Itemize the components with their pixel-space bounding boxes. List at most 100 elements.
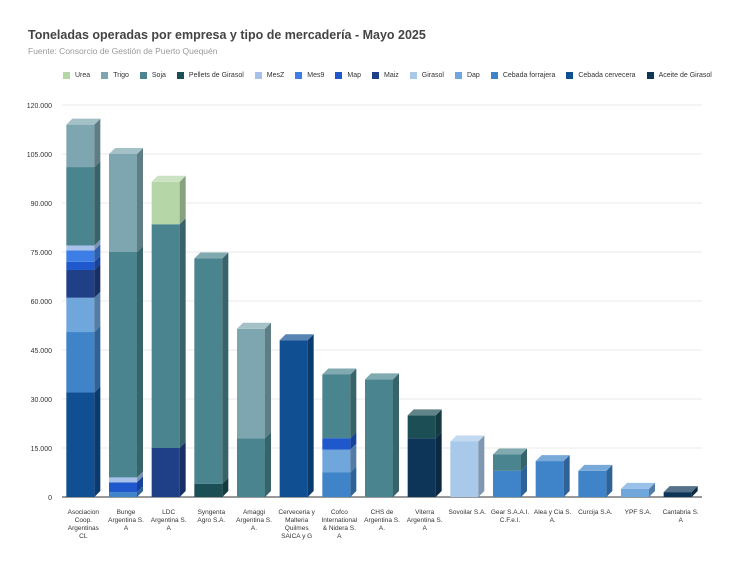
bar-segment [535, 455, 570, 497]
legend-swatch [101, 72, 109, 79]
legend-label: Cebada forrajera [502, 72, 556, 79]
bar-side [94, 161, 101, 246]
legend-item-mes9: Mes9 [295, 72, 324, 79]
legend-label: Dap [466, 72, 480, 79]
bar-segment [151, 442, 186, 497]
x-tick-label: Gear S.A.A.I. C.F.e.I. [491, 509, 529, 524]
bar-face [237, 438, 265, 497]
bar-top [450, 435, 485, 442]
bar-face [322, 472, 351, 497]
bar-side [606, 464, 613, 497]
bar-side [222, 252, 229, 484]
y-tick-label: 15.000 [31, 446, 53, 453]
x-tick-label: CHS de Argentina S. A. [364, 509, 400, 532]
bar-side [179, 442, 186, 497]
bar-segment [407, 409, 442, 439]
bar-top [322, 368, 357, 375]
bar-top [151, 175, 186, 182]
bar-segment [578, 464, 613, 497]
legend-label: Soja [151, 72, 166, 79]
bar-segment [493, 464, 527, 497]
bar-side [307, 334, 314, 497]
bar-face [237, 328, 265, 439]
legend-swatch [254, 72, 262, 79]
bar-side [94, 326, 101, 393]
bar-top [66, 118, 101, 125]
bar-side [94, 118, 101, 168]
bar-side [691, 486, 698, 497]
bar-top [109, 148, 143, 154]
x-tick-label: Amaggi Argentina S. A. [236, 509, 272, 532]
bar-face [578, 470, 607, 497]
y-tick-label: 30.000 [31, 397, 53, 404]
legend-label: Cebada cervecera [578, 72, 636, 79]
bar-side [350, 432, 357, 450]
bar-face [493, 470, 521, 497]
bar-segment [66, 255, 101, 270]
legend-swatch [63, 72, 70, 79]
bar-segment [194, 252, 229, 484]
legend-swatch [454, 72, 462, 79]
bar-segment [322, 443, 357, 473]
legend-label: Pellets de Girasol [188, 72, 244, 79]
legend-item-urea: Urea [63, 72, 90, 79]
legend-item-dap: Dap [454, 72, 480, 79]
bar-side [521, 464, 527, 497]
bar-segment [237, 322, 271, 439]
legend-item-maiz: Maiz [372, 72, 399, 79]
x-tick-label: Cerveceria y Malteria Quilmes SAICA y G [278, 509, 315, 540]
bar-segment [493, 448, 527, 471]
bar-face [279, 340, 308, 497]
y-tick-label: 120.000 [27, 103, 52, 110]
x-tick-label: Asociacion Coop. Argentinas CL [68, 509, 100, 540]
bar-side [137, 486, 143, 497]
legend: Urea Trigo Soja Pellets de Girasol MesZ Mes9 M… [63, 72, 723, 79]
bar-face [151, 181, 180, 225]
bar-face [663, 492, 692, 497]
x-tick-label: Sovoilar S.A. [449, 509, 487, 516]
legend-item-cebada-forrajera: Cebada forrajera [490, 72, 556, 79]
legend-swatch [335, 72, 343, 79]
bar-face [493, 454, 521, 471]
bar-top [578, 464, 613, 471]
legend-label: Trigo [113, 72, 129, 79]
bar-segment [322, 466, 357, 497]
bar-segment [621, 482, 655, 497]
bar-side [94, 386, 101, 497]
bar-side [521, 448, 527, 471]
bar-side [265, 322, 271, 439]
legend-item-map: Map [335, 72, 361, 79]
legend-item-soja: Soja [139, 72, 166, 79]
y-tick-label: 75.000 [31, 250, 53, 257]
bar-top [663, 486, 698, 493]
bar-face [407, 438, 436, 497]
bar-face [66, 269, 95, 298]
x-tick-label: Syngenta Agro S.A. [197, 509, 225, 524]
bar-top [493, 448, 527, 455]
bar-side [94, 255, 101, 270]
bar-face [109, 154, 137, 252]
x-tick-label: Bunge Argentina S. A [108, 509, 144, 532]
bar-side [137, 471, 143, 483]
legend-swatch [139, 72, 147, 79]
legend-item-mesz: MesZ [254, 72, 284, 79]
bar-segment [279, 334, 314, 497]
bar-segment [322, 368, 357, 439]
legend-item-girasol: Girasol [409, 72, 444, 79]
x-tick-label: LDC Argentina S. A [151, 509, 187, 532]
bar-segment [237, 432, 271, 497]
bar-segment [365, 373, 399, 497]
bar-side [137, 148, 143, 252]
bar-top [535, 455, 570, 462]
chart-subtitle: Fuente: Consorcio de Gestión de Puerto Q… [28, 46, 218, 56]
bar-segment [66, 239, 101, 251]
legend-item-aceite-de-girasol: Aceite de Girasol [646, 72, 712, 79]
bar-face [66, 332, 95, 393]
legend-swatch [566, 72, 574, 79]
x-tick-label: Alea y Cia S. A. [534, 509, 572, 524]
bar-segment [194, 477, 229, 497]
legend-swatch [176, 72, 184, 79]
x-tick-label: Cantabria S. A [663, 509, 699, 524]
bar-face [66, 250, 95, 262]
bar-segment [66, 291, 101, 333]
